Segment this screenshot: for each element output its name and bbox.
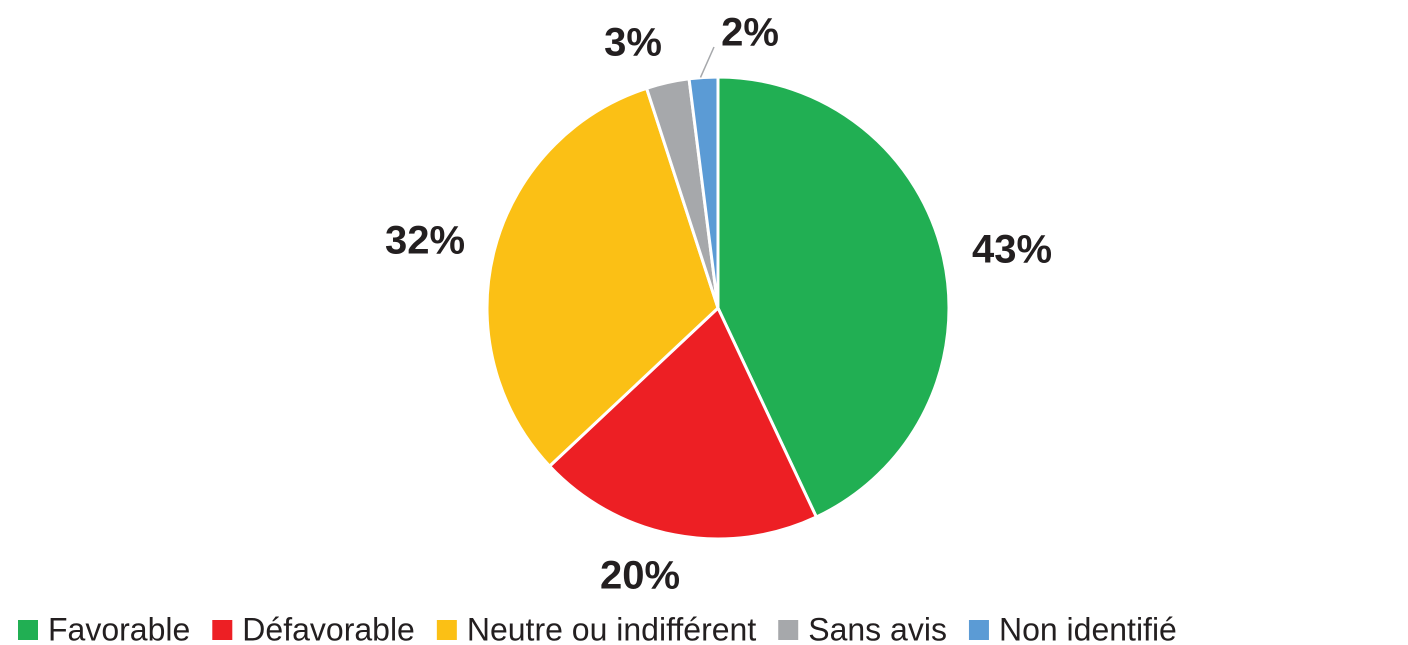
data-label: 43%	[972, 228, 1052, 272]
legend-swatch	[778, 620, 799, 640]
legend-label: Neutre ou indifférent	[467, 611, 756, 645]
legend-swatch	[18, 620, 38, 640]
data-label: 3%	[604, 21, 662, 65]
pie-slice	[716, 75, 951, 520]
legend-swatch	[968, 620, 989, 640]
legend-label: Non identifié	[999, 611, 1177, 645]
data-label: 2%	[721, 11, 779, 55]
legend-swatch	[212, 620, 233, 640]
data-label: 32%	[385, 219, 465, 263]
legend-label: Sans avis	[808, 611, 947, 645]
pie-slice	[485, 86, 720, 469]
pie-slice	[687, 75, 720, 309]
data-label: 20%	[600, 554, 680, 598]
legend-swatch	[436, 620, 457, 640]
leader-line	[699, 46, 715, 78]
legend-label: Favorable	[48, 611, 190, 645]
legend-label: Défavorable	[242, 611, 415, 645]
pie-slice	[547, 305, 819, 541]
